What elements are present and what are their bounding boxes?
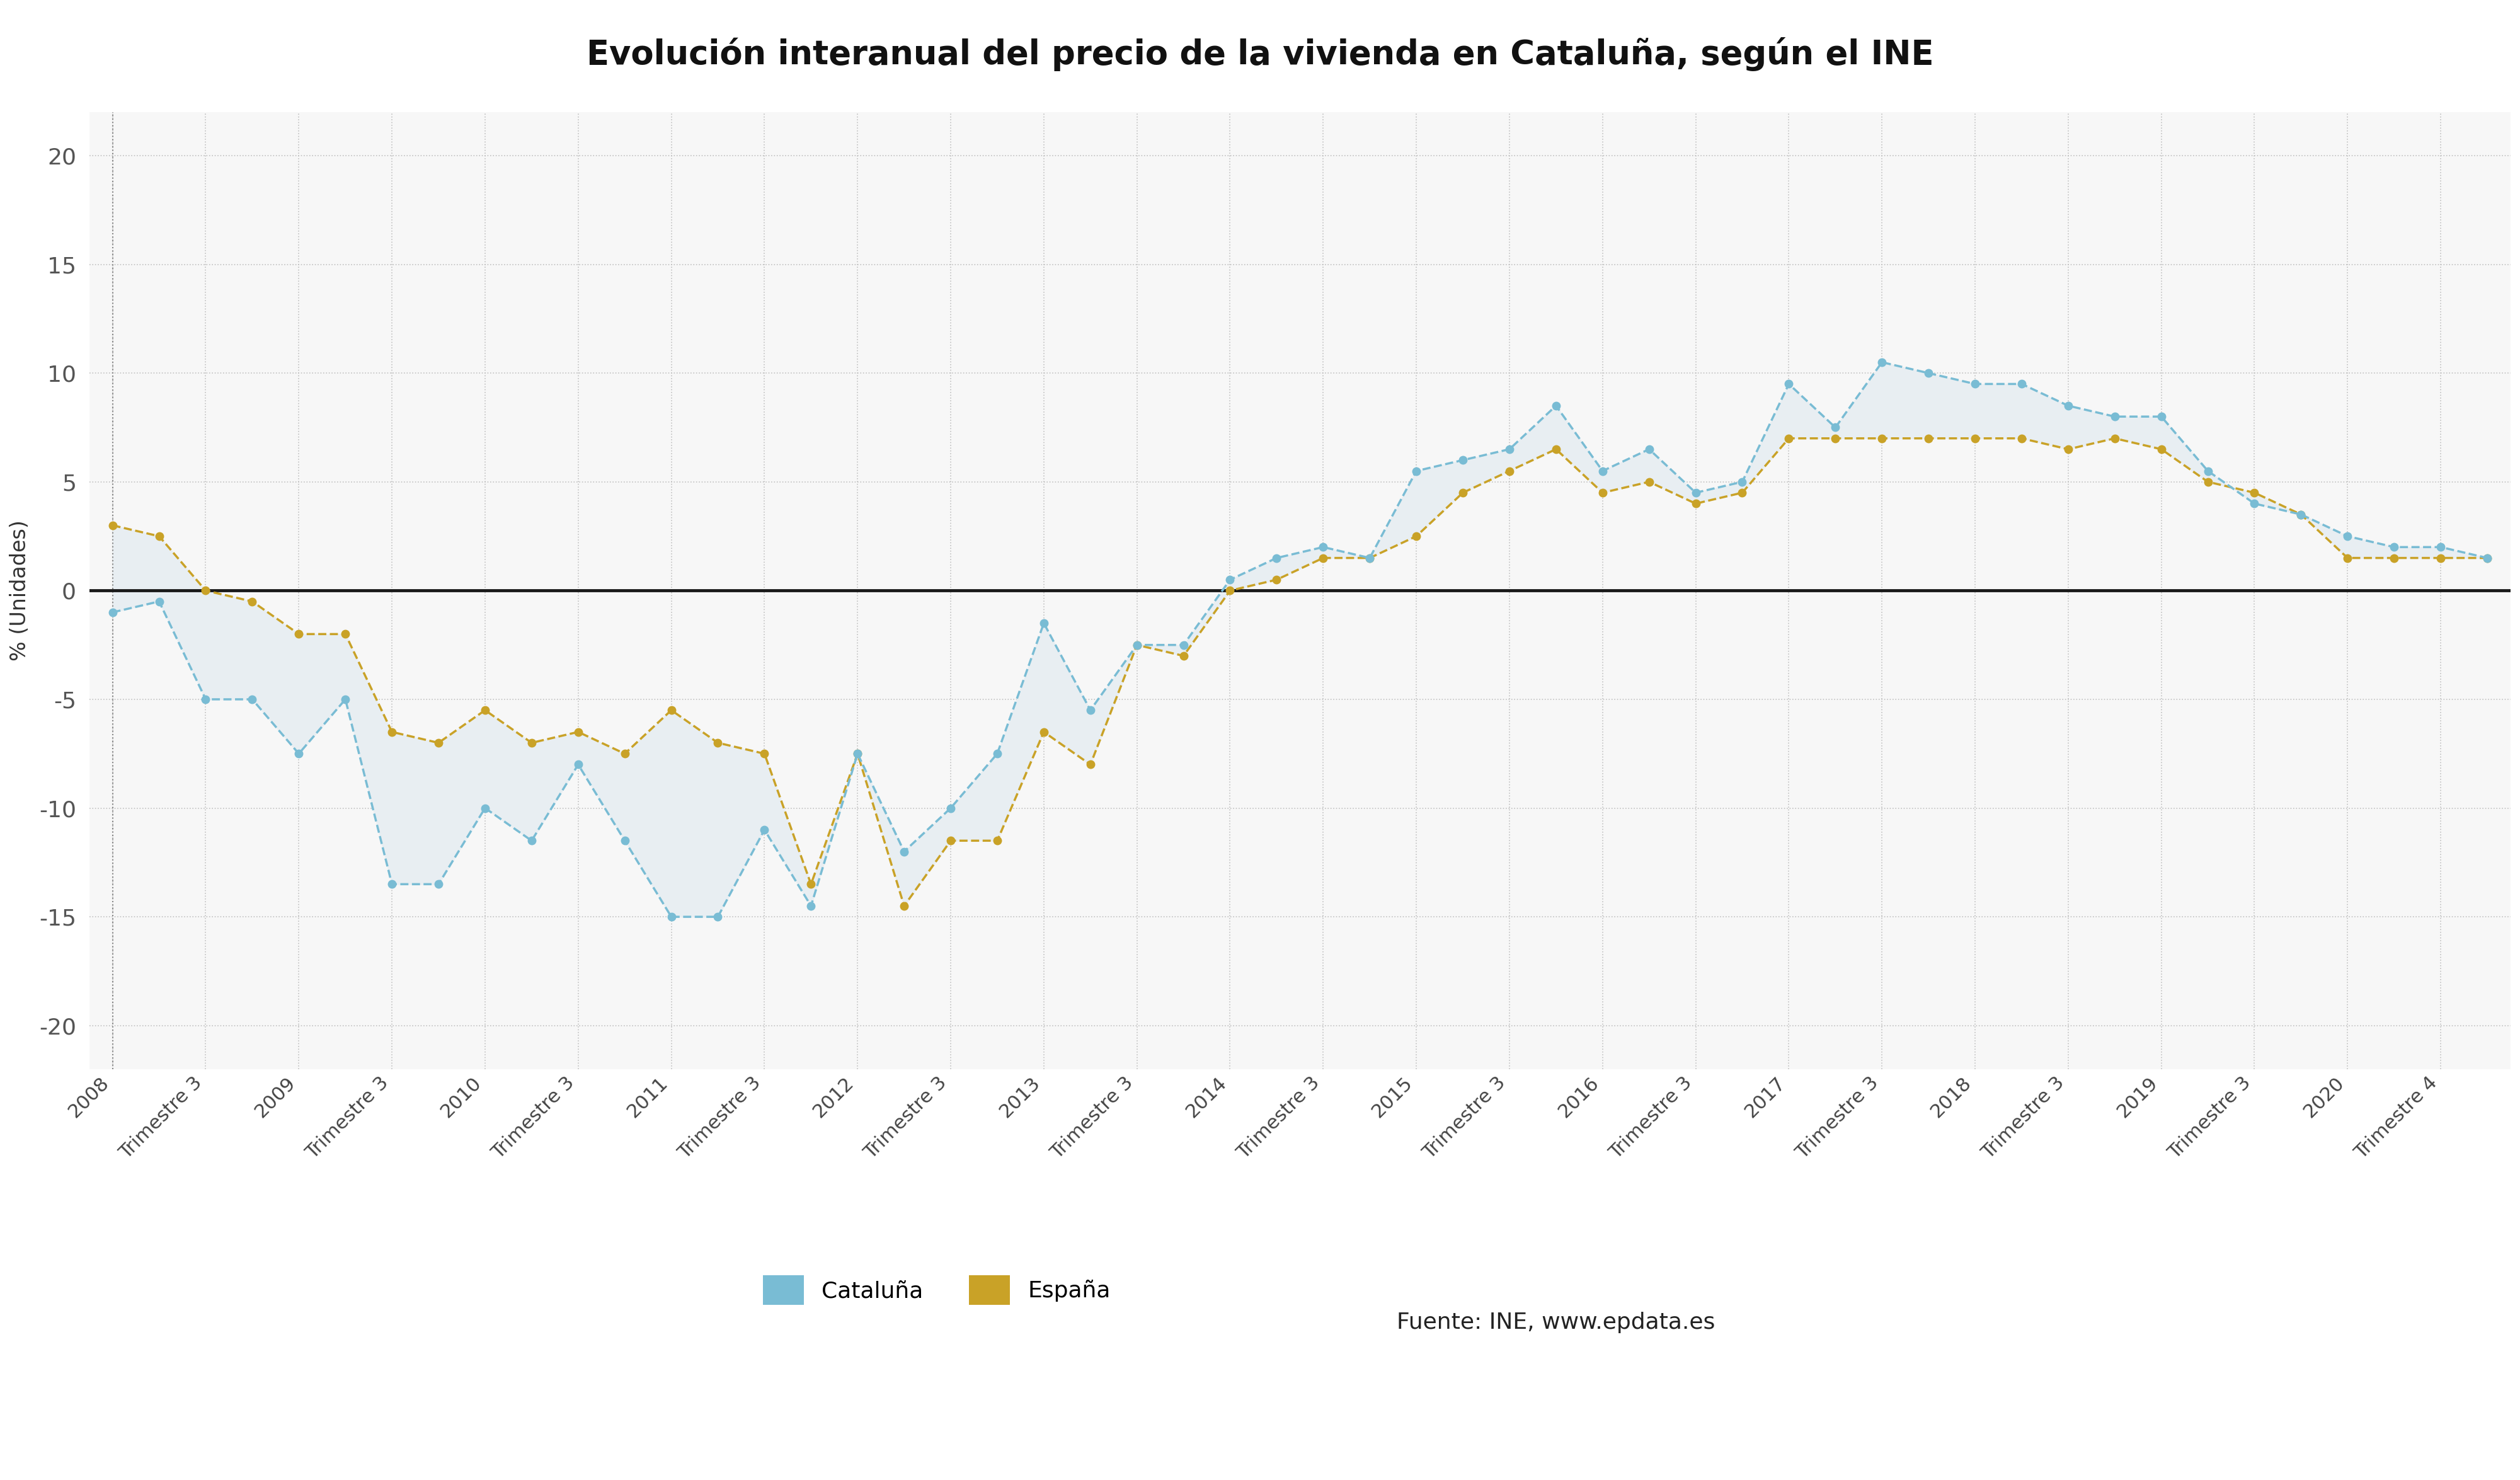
Cataluña [983, 744, 1013, 762]
Cataluña [1867, 354, 1898, 371]
Cataluña [1681, 484, 1711, 502]
España [1588, 484, 1618, 502]
España [983, 832, 1013, 850]
Text: Evolución interanual del precio de la vivienda en Cataluña, según el INE: Evolución interanual del precio de la vi… [587, 37, 1933, 71]
España [1263, 571, 1293, 589]
Text: Fuente: INE, www.epdata.es: Fuente: INE, www.epdata.es [1396, 1311, 1716, 1333]
España [285, 625, 315, 642]
España [1401, 527, 1431, 545]
Cataluña [655, 907, 685, 925]
Cataluña [1263, 549, 1293, 567]
España [1774, 429, 1804, 447]
España [98, 517, 129, 534]
Cataluña [1401, 462, 1431, 480]
España [2472, 549, 2502, 567]
Cataluña [285, 744, 315, 762]
Line: Cataluña: Cataluña [108, 358, 2492, 921]
España [890, 897, 920, 915]
Legend: Cataluña, España: Cataluña, España [751, 1264, 1121, 1316]
Line: España: España [108, 435, 2492, 910]
Cataluña [98, 604, 129, 622]
España [1681, 494, 1711, 512]
Y-axis label: % (Unidades): % (Unidades) [10, 519, 30, 662]
Cataluña [2472, 549, 2502, 567]
Cataluña [1588, 462, 1618, 480]
